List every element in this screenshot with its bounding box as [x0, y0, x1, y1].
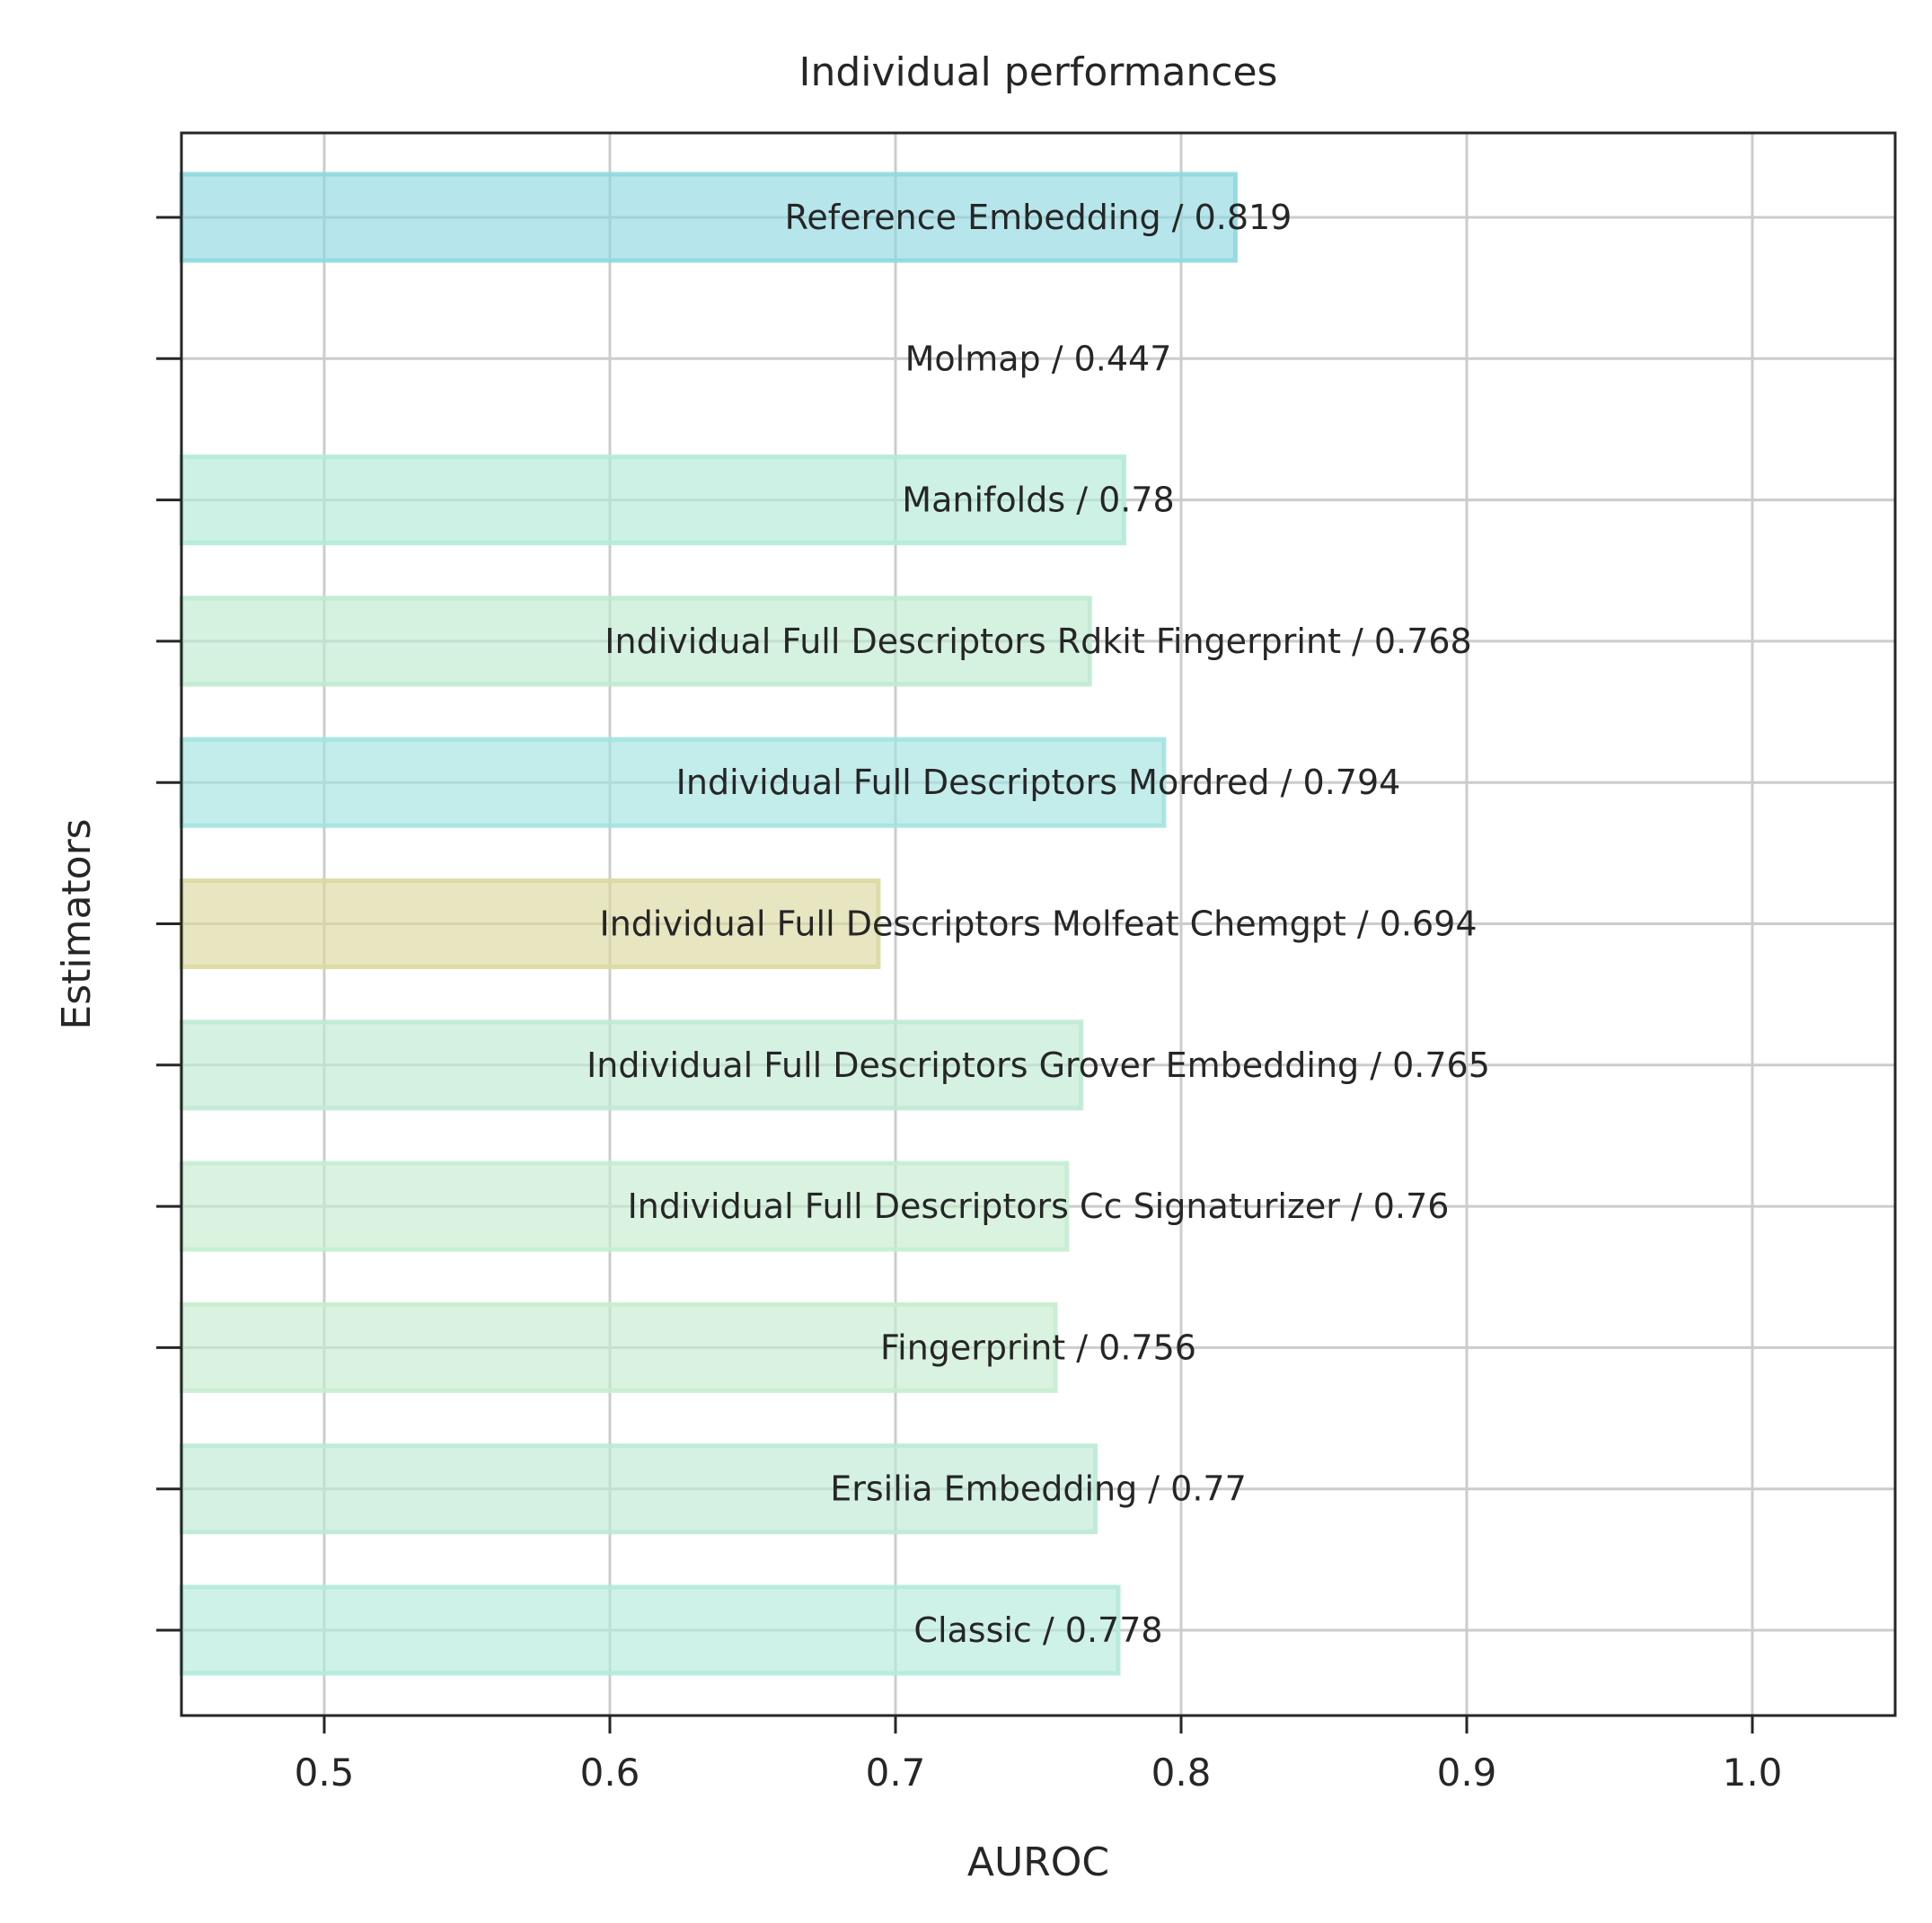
x-tick-label: 0.5	[295, 1751, 355, 1795]
x-tick-label: 0.6	[580, 1751, 640, 1795]
chart-title: Individual performances	[799, 49, 1278, 95]
bar	[179, 737, 1167, 828]
bar-layer	[179, 172, 1238, 1676]
bar	[179, 878, 881, 969]
y-axis-label: Estimators	[54, 818, 100, 1029]
bar-label: Classic / 0.778	[913, 1610, 1162, 1650]
bar-label: Individual Full Descriptors Molfeat Chem…	[600, 904, 1478, 944]
bar-label-layer: Reference Embedding / 0.819 Molmap / 0.44…	[587, 198, 1490, 1650]
bar-label: Molmap / 0.447	[905, 339, 1172, 378]
bar-label: Fingerprint / 0.756	[880, 1328, 1196, 1367]
x-tick-label: 0.7	[866, 1751, 926, 1795]
bar-label: Ersilia Embedding / 0.77	[830, 1469, 1247, 1509]
bar-label: Manifolds / 0.78	[902, 481, 1174, 520]
x-tick-label: 0.8	[1151, 1751, 1212, 1795]
x-axis-label: AUROC	[967, 1839, 1109, 1885]
tick-layer: 0.5 0.6 0.7 0.8 0.9 1.0	[156, 216, 1783, 1795]
bar-label: Individual Full Descriptors Cc Signaturi…	[628, 1186, 1450, 1226]
bar-label: Individual Full Descriptors Grover Embed…	[587, 1045, 1490, 1085]
bar	[179, 1584, 1121, 1676]
bar	[179, 1160, 1070, 1252]
bar-label: Individual Full Descriptors Rdkit Finger…	[604, 622, 1471, 661]
bar	[179, 1019, 1084, 1111]
bar-label: Reference Embedding / 0.819	[785, 198, 1292, 237]
bar	[179, 1443, 1098, 1535]
x-tick-label: 0.9	[1437, 1751, 1497, 1795]
x-tick-label: 1.0	[1723, 1751, 1783, 1795]
bar-label: Individual Full Descriptors Mordred / 0.…	[676, 763, 1401, 802]
